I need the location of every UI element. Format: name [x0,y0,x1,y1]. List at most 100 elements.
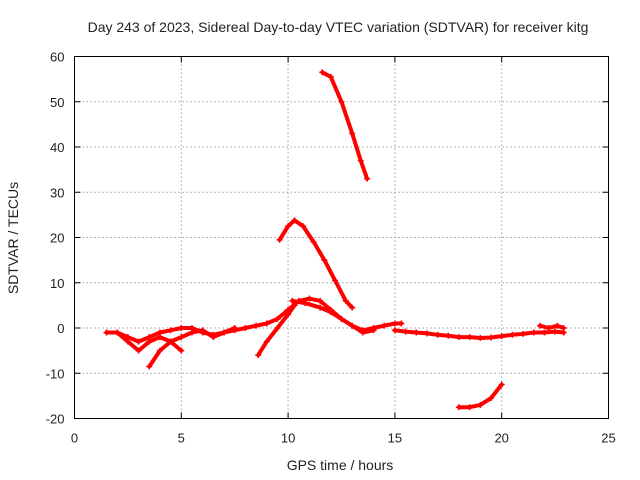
data-point [541,329,548,336]
series-7 [289,297,377,336]
data-point [455,404,462,411]
data-point [434,331,441,338]
data-point [530,329,537,336]
data-point [255,352,262,359]
data-point [349,130,356,137]
data-point [135,338,142,345]
y-tick-label: 10 [50,276,64,291]
x-tick-label: 0 [71,431,78,446]
y-tick-label: 30 [50,185,64,200]
y-tick-label: -20 [46,412,65,427]
data-point [103,329,110,336]
data-point [167,338,174,345]
y-tick-label: 20 [50,231,64,246]
data-point [156,334,163,341]
data-point [319,69,326,76]
data-point [381,322,388,329]
data-point [302,300,309,307]
series-line [104,296,404,344]
data-point [498,333,505,340]
data-point [285,311,292,318]
data-point [242,325,249,331]
data-point [455,334,462,341]
x-tick-label: 25 [601,431,615,446]
data-point [188,329,195,336]
data-point [349,322,356,329]
data-point [178,325,185,331]
data-point [338,315,345,322]
data-point [274,315,281,322]
series-8 [391,327,567,341]
data-point [359,329,366,336]
x-axis-title: GPS time / hours [287,457,394,473]
data-point [488,334,495,341]
data-point [221,329,228,336]
data-point [370,327,377,334]
data-point [317,297,324,304]
data-point [114,329,121,336]
data-point [520,330,527,337]
data-point [146,338,153,345]
data-point [124,338,131,345]
data-point [327,309,334,316]
data-point [146,363,153,370]
data-point [477,401,484,408]
series-line [277,218,355,310]
x-tick-label: 5 [178,431,185,446]
x-tick-label: 10 [281,431,295,446]
data-point [321,257,328,264]
data-point [285,223,292,230]
data-point [263,338,270,345]
data-point [537,322,544,329]
series-1 [103,295,405,345]
data-point [554,322,561,329]
data-point [423,330,430,337]
chart-title: Day 243 of 2023, Sidereal Day-to-day VTE… [88,19,589,35]
series-9 [455,381,505,411]
data-point [466,404,473,411]
data-point [413,329,420,336]
data-point [210,334,217,341]
data-point [156,347,163,354]
y-tick-label: 50 [50,95,64,110]
data-point [364,175,371,182]
series-10 [537,322,567,331]
data-point [276,236,283,243]
data-point [300,223,307,230]
data-point [231,325,238,331]
data-point [289,297,296,304]
data-point [291,302,298,309]
x-tick-label: 20 [494,431,508,446]
data-point [178,347,185,354]
series-6 [319,69,371,182]
data-point [135,347,142,354]
y-tick-label: 0 [57,321,64,336]
data-point [552,328,559,335]
data-point [398,320,405,327]
series-line [256,303,297,358]
data-point [488,395,495,402]
y-axis-title: SDTVAR / TECUs [5,182,21,294]
data-point [466,334,473,341]
x-tick-label: 15 [388,431,402,446]
y-tick-label: 60 [50,50,64,65]
data-point [253,322,260,329]
series-layer [103,69,567,411]
data-point [402,328,409,335]
data-point [274,325,281,331]
data-point [199,327,206,334]
series-line [538,323,566,330]
y-tick-label: -10 [46,366,65,381]
y-tick-label: 40 [50,140,64,155]
data-point [291,217,298,224]
data-point [445,332,452,339]
data-point [263,320,270,327]
data-point [509,331,516,338]
data-point [317,304,324,311]
data-point [178,334,185,341]
series-line [392,328,566,340]
data-point [327,73,334,80]
ticks: 0 5 10 15 20 25 -20 -10 0 10 20 30 40 50 60 [46,50,616,446]
data-point [391,320,398,327]
